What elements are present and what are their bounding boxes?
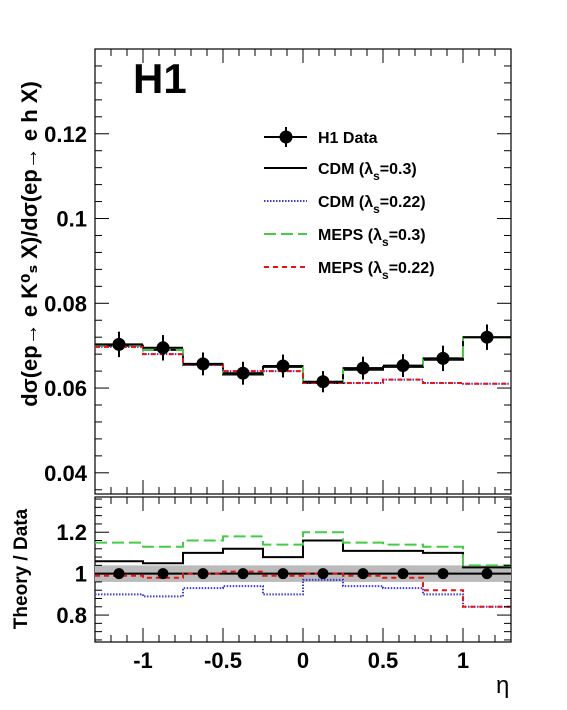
legend-label-cdm-s-0-22: CDM (λs=0.22) [318, 194, 426, 216]
ratio-x-tick-label: -0.5 [204, 648, 242, 673]
ratio-data-points [113, 568, 493, 580]
legend-series-entries: CDM (λs=0.3) CDM (λs=0.22) MEPS (λs=0.3) ME… [264, 161, 435, 282]
legend-label-cdm-s-0-3: CDM (λs=0.3) [318, 161, 417, 183]
ratio-data-point [113, 568, 125, 580]
main-y-tick-label: 0.08 [44, 291, 87, 316]
x-axis-title: η [496, 672, 509, 699]
main-data-point [276, 359, 290, 373]
ratio-data-point [237, 568, 249, 580]
ratio-x-tick-label: 0.5 [368, 648, 399, 673]
main-data-point [196, 357, 210, 371]
ratio-y-tick-label: 1 [75, 562, 87, 587]
main-ticks [95, 48, 511, 494]
ratio-y-tick-label: 0.8 [56, 603, 87, 628]
legend-label-meps-s-0-3: MEPS (λs=0.3) [318, 227, 426, 249]
ratio-series-meps-s-0-22 [95, 570, 511, 608]
ratio-series-cdm-s-0-3 [95, 539, 511, 569]
ratio-data-point [277, 568, 289, 580]
ratio-x-tick-label: -1 [133, 648, 153, 673]
ratio-tick-labels: 0.8 1 1.2 -1 -0.5 0 0.5 1 [56, 520, 469, 673]
ratio-data-point [197, 568, 209, 580]
legend-label-h1-data: H1 Data [318, 130, 378, 147]
main-data-point [396, 359, 410, 373]
legend-label-meps-s-0-22: MEPS (λs=0.22) [318, 260, 435, 282]
ratio-ticks [95, 497, 511, 642]
h1-badge: H1 [133, 55, 187, 102]
ratio-data-point [157, 568, 169, 580]
legend-entry-meps-s-0-3: MEPS (λs=0.3) [264, 227, 426, 249]
ratio-series-cdm-s-0-22 [95, 578, 511, 608]
main-series-layer [95, 336, 511, 385]
ratio-x-tick-label: 1 [457, 648, 469, 673]
main-panel: 0.04 0.06 0.08 0.1 0.12 H1 dσ(ep→ e K⁰ₛ X)/d… [17, 48, 512, 495]
main-tick-labels: 0.04 0.06 0.08 0.1 0.12 [44, 122, 88, 486]
ratio-panel: 0.8 1 1.2 -1 -0.5 0 0.5 1 Theory / Data η [11, 496, 512, 699]
ratio-data-point [397, 568, 409, 580]
main-plot-frame [94, 48, 512, 495]
main-data-point [436, 351, 450, 365]
legend-entry-meps-s-0-22: MEPS (λs=0.22) [264, 260, 435, 282]
main-data-point [156, 341, 170, 355]
ratio-series-layer [95, 531, 511, 608]
ratio-data-point [481, 568, 493, 580]
legend-entry-h1-data: H1 Data [264, 127, 378, 147]
ratio-x-tick-label: 0 [297, 648, 309, 673]
legend: H1 Data CDM (λs=0.3) CDM (λs=0.22) MEPS (λ… [264, 127, 435, 282]
legend-swatch-h1-data-marker [279, 130, 293, 144]
main-y-axis-title: dσ(ep→ e K⁰ₛ X)/dσ(ep→ e h X) [17, 81, 42, 407]
ratio-y-tick-label: 1.2 [56, 520, 87, 545]
main-data-point [316, 375, 330, 389]
legend-entry-cdm-s-0-22: CDM (λs=0.22) [264, 194, 426, 216]
ratio-data-point [357, 568, 369, 580]
main-y-tick-label: 0.12 [44, 122, 87, 147]
main-data-point [356, 361, 370, 375]
ratio-y-axis-title: Theory / Data [11, 508, 32, 629]
ratio-data-point [437, 568, 449, 580]
main-series-meps-s-0-3 [95, 336, 511, 383]
main-series-meps-s-0-22 [95, 345, 511, 385]
main-data-point [112, 337, 126, 351]
main-y-tick-label: 0.04 [44, 461, 88, 486]
ratio-series-meps-s-0-3 [95, 531, 511, 567]
main-data-point [480, 330, 494, 344]
legend-entry-cdm-s-0-3: CDM (λs=0.3) [264, 161, 417, 183]
main-y-tick-label: 0.06 [44, 376, 87, 401]
main-data-point [236, 366, 250, 380]
main-data-points [95, 324, 511, 393]
main-y-tick-label: 0.1 [56, 207, 87, 232]
ratio-data-point [317, 568, 329, 580]
